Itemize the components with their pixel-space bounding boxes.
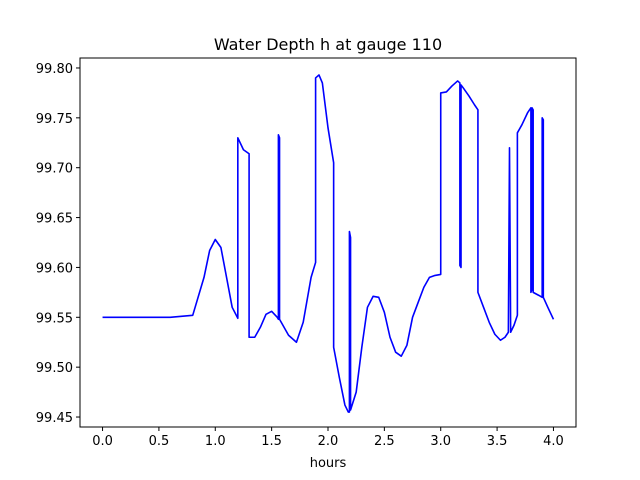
y-tick-label: 99.60 — [36, 261, 73, 276]
plot-area-frame — [79, 57, 577, 428]
y-tick-label: 99.80 — [36, 62, 73, 77]
y-tick-label: 99.50 — [36, 361, 73, 376]
x-tick-label: 3.0 — [430, 434, 451, 449]
x-axis-label: hours — [310, 456, 347, 471]
x-tick-label: 1.5 — [261, 434, 282, 449]
y-tick-label: 99.70 — [36, 162, 73, 177]
x-tick-label: 4.0 — [543, 434, 564, 449]
x-tick-label: 3.5 — [487, 434, 508, 449]
x-tick-label: 2.0 — [318, 434, 339, 449]
series-line-0 — [102, 74, 555, 413]
x-tick-label: 1.0 — [205, 434, 226, 449]
chart-title: Water Depth h at gauge 110 — [214, 35, 442, 54]
x-tick-label: 0.0 — [92, 434, 113, 449]
x-tick-label: 2.5 — [374, 434, 395, 449]
y-tick-label: 99.55 — [36, 311, 73, 326]
y-tick-label: 99.45 — [36, 411, 73, 426]
y-tick-label: 99.65 — [36, 212, 73, 227]
y-tick-label: 99.75 — [36, 112, 73, 127]
x-tick-label: 0.5 — [149, 434, 170, 449]
